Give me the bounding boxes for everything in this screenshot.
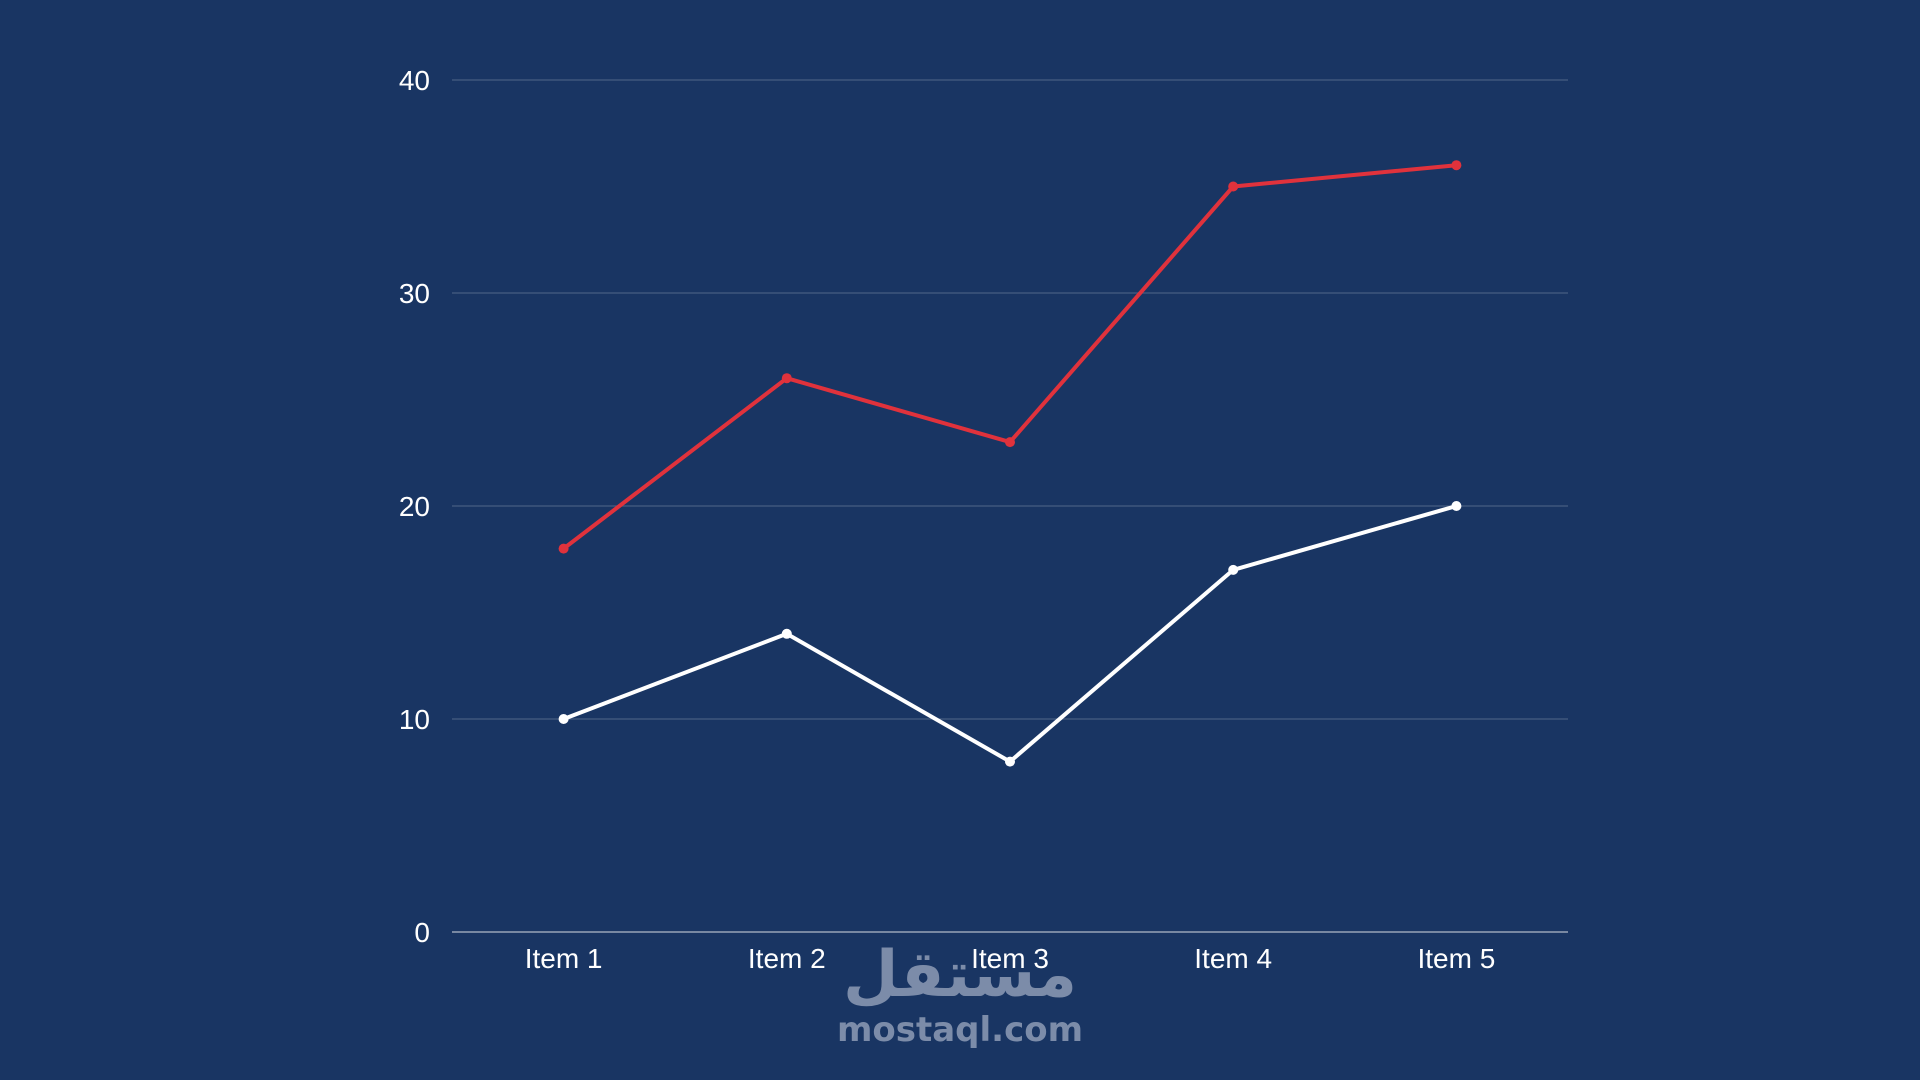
x-axis-ticks: Item 1 Item 2 Item 3 Item 4 Item 5 <box>525 943 1496 974</box>
x-tick-label: Item 5 <box>1417 943 1495 974</box>
data-point <box>1228 564 1239 575</box>
data-point <box>1228 181 1239 192</box>
y-tick-label: 10 <box>399 704 430 735</box>
watermark-latin-text: mostaql.com <box>836 1010 1084 1050</box>
x-tick-label: Item 3 <box>971 943 1049 974</box>
data-point <box>1451 160 1462 171</box>
y-tick-label: 40 <box>399 65 430 96</box>
data-point <box>1005 756 1015 767</box>
data-point <box>1451 501 1462 511</box>
watermark-arabic-text: مستقل <box>842 938 1078 1012</box>
data-point <box>558 543 569 554</box>
watermark-logo: مستقل mostaql.com <box>800 940 1120 1050</box>
series-line <box>561 163 1459 551</box>
y-tick-label: 20 <box>399 491 430 522</box>
series-lines <box>558 160 1462 767</box>
y-tick-label: 0 <box>414 917 430 948</box>
data-point <box>781 628 792 639</box>
x-tick-label: Item 2 <box>748 943 826 974</box>
series-line <box>561 504 1459 764</box>
series-1 <box>558 160 1462 554</box>
gridlines <box>452 79 1568 933</box>
y-axis-ticks: 0 10 20 30 40 <box>399 65 430 948</box>
data-point <box>1005 437 1015 448</box>
y-tick-label: 30 <box>399 278 430 309</box>
data-point <box>558 714 569 724</box>
x-tick-label: Item 1 <box>525 943 603 974</box>
x-tick-label: Item 4 <box>1194 943 1272 974</box>
data-point <box>781 373 792 384</box>
series-2 <box>558 501 1462 767</box>
